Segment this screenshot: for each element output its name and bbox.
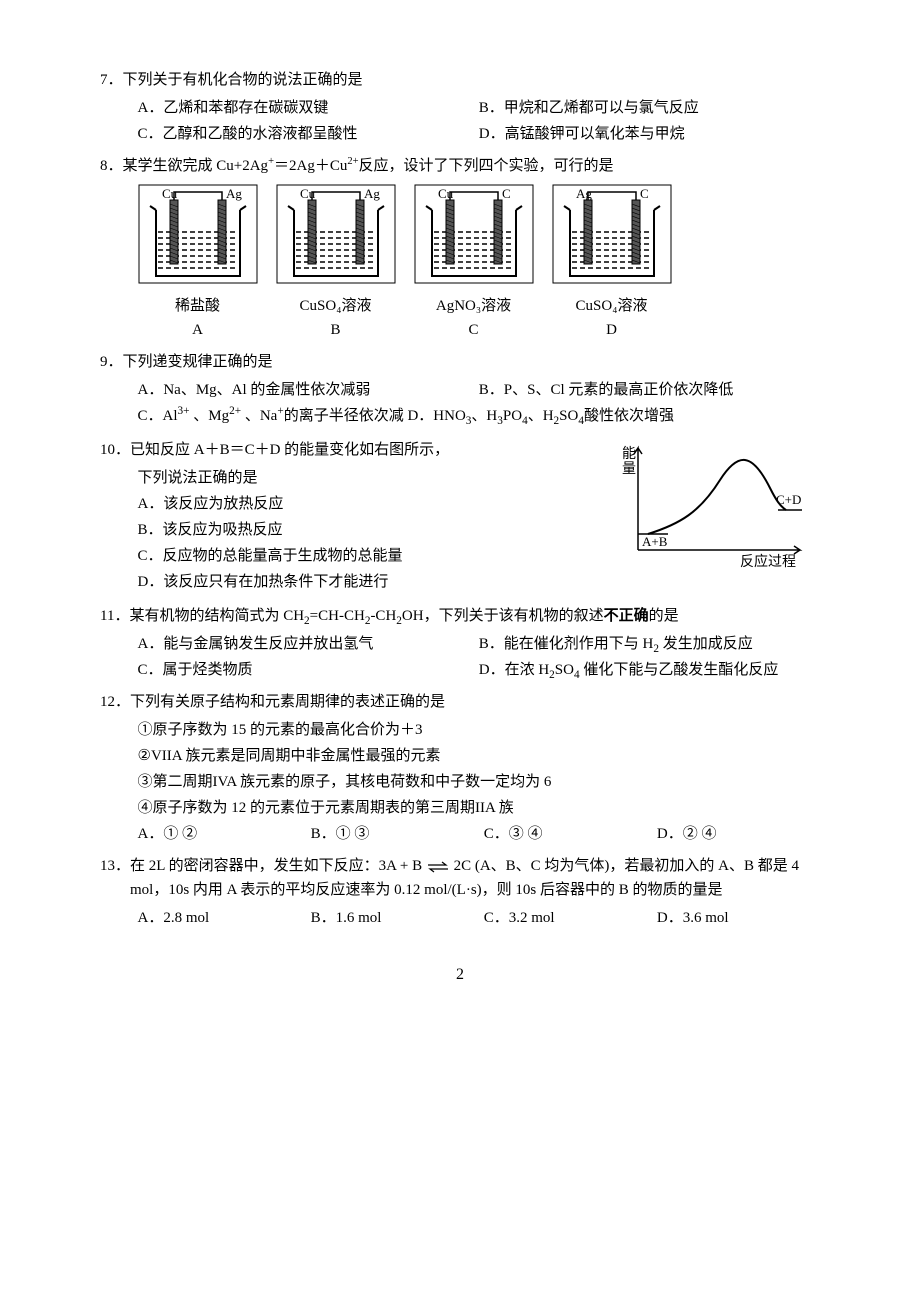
q8-diagram-b: Cu Ag CuSO₄溶液B: [276, 184, 396, 342]
q10-stem: 10．已知反应 A＋B＝C＋D 的能量变化如右图所示，: [100, 438, 620, 462]
beaker-solution-label: CuSO₄溶液: [552, 294, 672, 318]
beaker-solution-label: AgNO₃溶液: [414, 294, 534, 318]
equilibrium-arrow-icon: [426, 860, 450, 874]
q11-opt-d: D．在浓 H2SO4 催化下能与乙酸发生酯化反应: [479, 658, 820, 682]
q11-stem: 11．某有机物的结构简式为 CH2=CH-CH2-CH2OH，下列关于该有机物的…: [100, 604, 820, 628]
q13-opt-c: C．3.2 mol: [484, 906, 647, 930]
svg-text:能量: 能量: [622, 446, 636, 477]
q7-stem: 7．下列关于有机化合物的说法正确的是: [100, 68, 820, 92]
q12-l4: ④原子序数为 12 的元素位于元素周期表的第三周期IIA 族: [100, 796, 820, 820]
q8-diagram-a: Cu Ag 稀盐酸A: [138, 184, 258, 342]
svg-text:C+D: C+D: [776, 492, 801, 507]
beaker-solution-label: 稀盐酸: [138, 294, 258, 318]
svg-text:Ag: Ag: [364, 186, 380, 201]
q8-diagrams: CuAg稀盐酸ACuAgCuSO₄溶液BCuCAgNO₃溶液CAgCCuSO₄溶…: [100, 184, 820, 342]
q13-stem: 13．在 2L 的密闭容器中，发生如下反应：3A + B 2C (A、B、C 均…: [100, 854, 820, 902]
q9-opt-b: B．P、S、Cl 元素的最高正价依次降低: [479, 378, 820, 402]
svg-text:A+B: A+B: [642, 534, 668, 549]
svg-text:Cu: Cu: [162, 186, 178, 201]
q12-opt-d: D．② ④: [657, 822, 820, 846]
q8-diagram-d: Ag C CuSO₄溶液D: [552, 184, 672, 342]
q13-opt-b: B．1.6 mol: [311, 906, 474, 930]
q12-stem: 12．下列有关原子结构和元素周期律的表述正确的是: [100, 690, 820, 714]
q9-opt-cd: C．Al3+ 、Mg2+ 、Na+的离子半径依次减 D．HNO3、H3PO4、H…: [100, 404, 820, 428]
q8-diagram-c: CuCAgNO₃溶液C: [414, 184, 534, 342]
q11-opt-b: B．能在催化剂作用下与 H2 发生加成反应: [479, 632, 820, 656]
beaker-solution-label: CuSO₄溶液: [276, 294, 396, 318]
beaker-letter: B: [276, 318, 396, 342]
q10-opt-b: B．该反应为吸热反应: [100, 518, 620, 542]
q7-opt-b: B．甲烷和乙烯都可以与氯气反应: [479, 96, 820, 120]
q10-opt-d: D．该反应只有在加热条件下才能进行: [100, 570, 620, 594]
q7-opt-a: A．乙烯和苯都存在碳碳双键: [138, 96, 479, 120]
svg-text:反应过程: 反应过程: [740, 553, 796, 570]
q12-l2: ②VIIA 族元素是同周期中非金属性最强的元素: [100, 744, 820, 768]
q8-stem: 8．某学生欲完成 Cu+2Ag+＝2Ag＋Cu2+反应，设计了下列四个实验，可行…: [100, 154, 820, 178]
q10-energy-chart: 能量 A+B C+D 反应过程: [620, 430, 820, 596]
svg-text:Ag: Ag: [576, 186, 592, 201]
q13-opt-a: A．2.8 mol: [138, 906, 301, 930]
q11-opt-c: C．属于烃类物质: [138, 658, 479, 682]
svg-text:Cu: Cu: [300, 186, 316, 201]
q12-l1: ①原子序数为 15 的元素的最高化合价为＋3: [100, 718, 820, 742]
q7-opt-d: D．高锰酸钾可以氧化苯与甲烷: [479, 122, 820, 146]
beaker-letter: D: [552, 318, 672, 342]
beaker-letter: C: [414, 318, 534, 342]
q12-opt-a: A．① ②: [138, 822, 301, 846]
svg-text:Cu: Cu: [438, 186, 454, 201]
q9-opt-a: A．Na、Mg、Al 的金属性依次减弱: [138, 378, 479, 402]
svg-text:C: C: [502, 186, 511, 201]
q11-opt-a: A．能与金属钠发生反应并放出氢气: [138, 632, 479, 656]
q12-opt-c: C．③ ④: [484, 822, 647, 846]
q12-opt-b: B．① ③: [311, 822, 474, 846]
q9-stem: 9．下列递变规律正确的是: [100, 350, 820, 374]
svg-text:Ag: Ag: [226, 186, 242, 201]
page-number: 2: [100, 962, 820, 988]
q10-opt-c: C．反应物的总能量高于生成物的总能量: [100, 544, 620, 568]
svg-text:C: C: [640, 186, 649, 201]
q10-opt-a: A．该反应为放热反应: [100, 492, 620, 516]
q12-l3: ③第二周期IVA 族元素的原子，其核电荷数和中子数一定均为 6: [100, 770, 820, 794]
q7-opt-c: C．乙醇和乙酸的水溶液都呈酸性: [138, 122, 479, 146]
q13-opt-d: D．3.6 mol: [657, 906, 820, 930]
q10-line2: 下列说法正确的是: [100, 466, 620, 490]
beaker-letter: A: [138, 318, 258, 342]
